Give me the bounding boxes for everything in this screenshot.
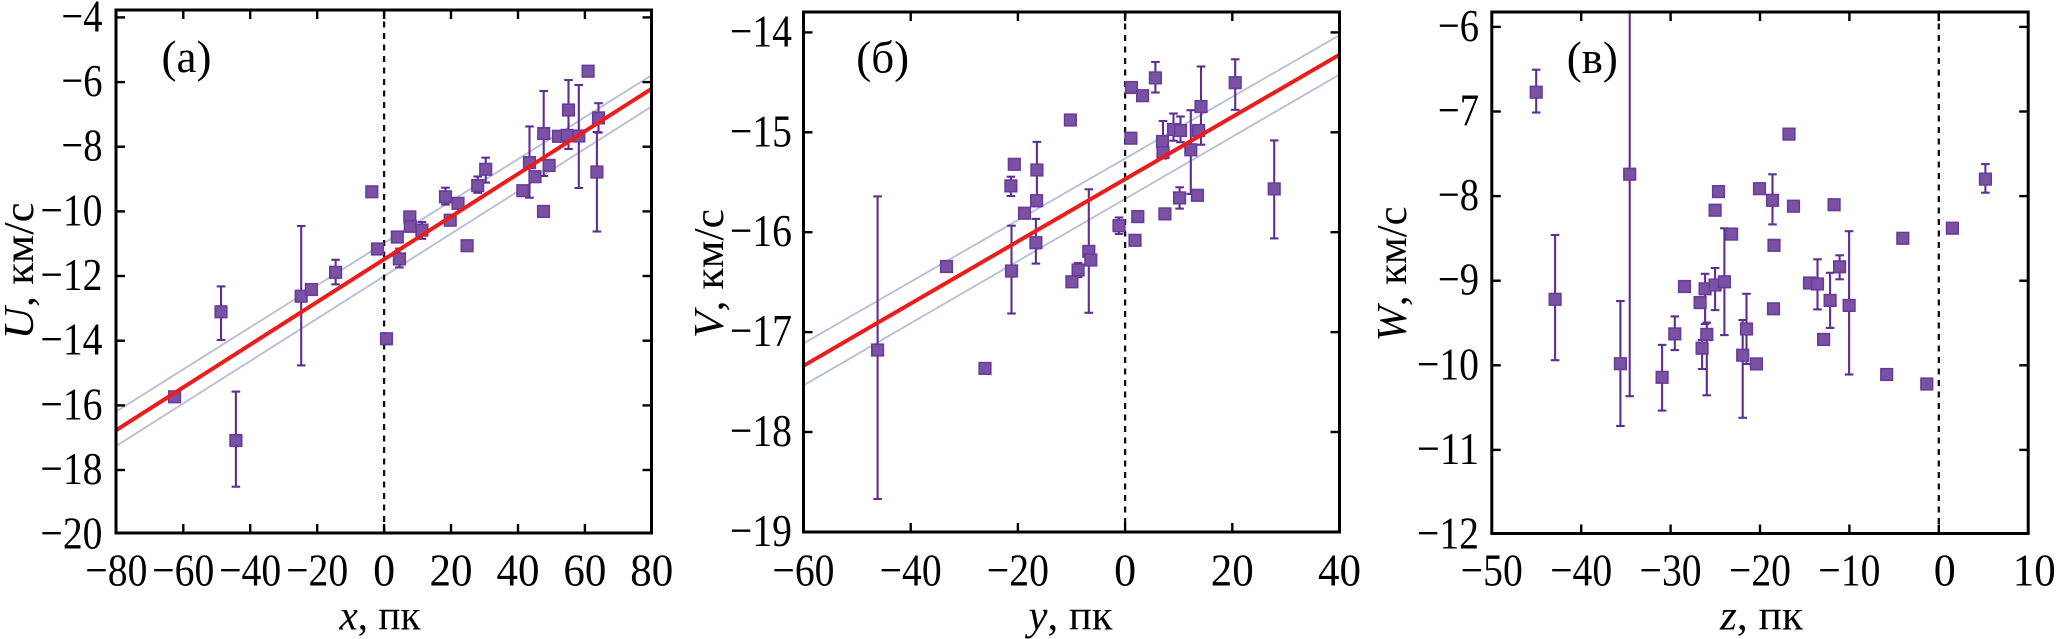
svg-text:−14: −14: [730, 5, 792, 56]
svg-text:−16: −16: [730, 205, 792, 256]
svg-text:−50: −50: [1461, 545, 1523, 596]
svg-text:y, пк: y, пк: [1024, 594, 1113, 639]
svg-text:−60: −60: [773, 545, 835, 596]
svg-text:40: 40: [497, 545, 540, 596]
svg-text:0: 0: [373, 545, 395, 596]
svg-text:−20: −20: [987, 545, 1049, 596]
svg-text:−8: −8: [1438, 169, 1479, 220]
svg-text:U, км/с: U, км/с: [0, 203, 43, 340]
svg-text:−20: −20: [286, 545, 348, 596]
svg-text:−16: −16: [41, 378, 103, 429]
svg-text:−18: −18: [730, 405, 792, 456]
svg-text:−9: −9: [1438, 254, 1479, 305]
svg-text:x, пк: x, пк: [339, 594, 422, 639]
svg-text:z, пк: z, пк: [1719, 594, 1804, 639]
svg-text:0: 0: [1114, 545, 1136, 596]
svg-text:−8: −8: [62, 120, 103, 171]
svg-text:0: 0: [1934, 545, 1956, 596]
svg-text:−30: −30: [1640, 545, 1702, 596]
svg-text:−14: −14: [41, 314, 103, 365]
svg-text:60: 60: [563, 545, 606, 596]
svg-text:−12: −12: [1417, 508, 1479, 559]
svg-text:−40: −40: [219, 545, 281, 596]
svg-text:(а): (а): [162, 32, 212, 82]
svg-text:−11: −11: [1417, 423, 1479, 474]
svg-text:40: 40: [1318, 545, 1361, 596]
svg-text:−10: −10: [1818, 545, 1880, 596]
svg-text:(в): (в): [1567, 33, 1618, 83]
svg-text:V, км/с: V, км/с: [687, 209, 733, 338]
svg-text:−4: −4: [62, 0, 103, 41]
svg-text:(б): (б): [856, 33, 909, 83]
svg-text:−10: −10: [1417, 338, 1479, 389]
svg-text:−10: −10: [41, 184, 103, 235]
svg-text:20: 20: [1211, 545, 1254, 596]
svg-text:−20: −20: [1729, 545, 1791, 596]
svg-text:−19: −19: [730, 505, 792, 556]
svg-text:10: 10: [2013, 545, 2056, 596]
svg-text:−12: −12: [41, 249, 103, 300]
svg-text:−17: −17: [730, 305, 792, 356]
svg-text:−6: −6: [1438, 0, 1479, 51]
svg-text:20: 20: [430, 545, 473, 596]
svg-text:80: 80: [630, 545, 673, 596]
svg-text:−40: −40: [880, 545, 942, 596]
svg-text:−40: −40: [1550, 545, 1612, 596]
svg-text:−15: −15: [730, 105, 792, 156]
svg-text:W, км/с: W, км/с: [1370, 207, 1416, 342]
svg-text:−18: −18: [41, 443, 103, 494]
svg-text:−20: −20: [41, 508, 103, 559]
svg-text:−60: −60: [152, 545, 214, 596]
svg-text:−80: −80: [85, 545, 147, 596]
svg-text:−6: −6: [62, 55, 103, 106]
svg-text:−7: −7: [1438, 85, 1479, 136]
